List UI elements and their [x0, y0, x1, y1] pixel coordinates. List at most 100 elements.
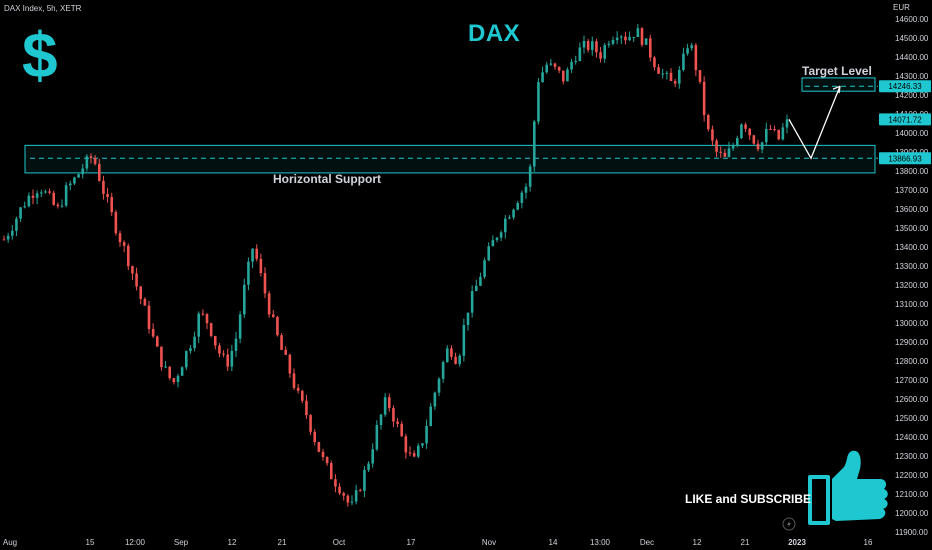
y-tick-label: 14500.00 [895, 34, 929, 43]
candle-body [570, 61, 573, 70]
projection-path [788, 85, 841, 160]
candle-body [553, 63, 557, 67]
candle-body [89, 156, 93, 158]
candle-body [342, 493, 346, 496]
lightning-icon[interactable] [782, 517, 796, 531]
candle-body [48, 191, 51, 193]
candle-body [255, 248, 259, 259]
candle-body [363, 469, 366, 491]
y-tick-label: 12900.00 [895, 338, 929, 347]
candle-body [209, 323, 213, 337]
candle-body [131, 266, 134, 274]
y-tick-label: 12200.00 [895, 471, 929, 480]
candle-body [512, 209, 515, 218]
candle-body [769, 129, 772, 131]
candle-body [520, 192, 524, 203]
candle-body [164, 366, 167, 368]
candle-body [379, 414, 383, 425]
projection [788, 85, 841, 160]
candle-body [615, 37, 619, 41]
candle-body [280, 335, 283, 350]
candle-body [176, 375, 180, 383]
x-tick-label: Aug [3, 538, 17, 547]
candle-body [284, 349, 288, 355]
candle-body [296, 387, 300, 391]
candle-body [665, 72, 669, 74]
candle-body [350, 501, 354, 503]
candle-body [479, 276, 482, 286]
candle-body [727, 148, 731, 157]
candle-body [466, 312, 470, 326]
candle-body [682, 53, 685, 70]
candle-body [491, 240, 495, 247]
candle-body [338, 486, 341, 494]
candle-body [487, 246, 491, 261]
candle-body [441, 362, 445, 379]
candle-body [698, 70, 702, 82]
candle-body [454, 356, 457, 364]
candle-body [52, 192, 56, 205]
candle-body [313, 431, 317, 443]
candle-body [305, 400, 308, 416]
candle-body [574, 61, 578, 63]
candle-body [483, 260, 486, 277]
target-label: Target Level [802, 64, 872, 78]
x-tick-label: 21 [741, 538, 750, 547]
candle-body [6, 235, 10, 240]
candle-body [599, 52, 602, 59]
candle-body [499, 232, 503, 238]
candle-body [263, 273, 267, 294]
candle-body [557, 66, 561, 71]
candle-body [184, 351, 188, 368]
candle-body [421, 443, 424, 446]
candle-body [77, 174, 80, 178]
candle-body [334, 479, 337, 487]
candle-body [367, 463, 370, 470]
candle-body [735, 138, 739, 146]
candle-body [147, 305, 151, 330]
candle-body [251, 248, 254, 262]
candle-body [292, 373, 296, 388]
candle-body [135, 273, 138, 287]
candle-body [595, 41, 598, 53]
candle-body [669, 72, 673, 82]
candle-body [408, 452, 412, 454]
candle-body [168, 366, 172, 379]
candle-body [686, 48, 689, 54]
candle-body [23, 206, 27, 208]
candle-body [392, 408, 395, 422]
candle-body [143, 298, 147, 306]
candle-body [271, 314, 275, 317]
candle-body [425, 426, 428, 444]
candle-body [213, 336, 217, 346]
y-tick-label: 12500.00 [895, 414, 929, 423]
candle-body [64, 185, 68, 206]
x-tick-label: 16 [864, 538, 873, 547]
candle-body [706, 115, 710, 130]
candle-body [541, 72, 544, 83]
candle-body [694, 45, 698, 71]
candle-body [566, 69, 569, 82]
y-tick-label: 13400.00 [895, 243, 929, 252]
candle-body [777, 129, 781, 140]
candle-body [325, 457, 329, 464]
thumbs-up-icon[interactable] [808, 450, 888, 525]
candle-body [640, 28, 644, 45]
candle-body [711, 129, 714, 141]
price-label-bg [879, 113, 931, 126]
x-tick-label: 2023 [788, 538, 806, 547]
candle-body [56, 204, 60, 207]
y-tick-label: 12100.00 [895, 490, 929, 499]
candle-body [628, 37, 631, 41]
candles [2, 23, 789, 507]
candle-body [118, 233, 122, 243]
candle-body [412, 453, 416, 457]
candle-body [748, 128, 752, 136]
candle-body [309, 415, 312, 432]
support-zone [24, 144, 876, 174]
price-label: 13866.93 [879, 152, 931, 165]
candle-body [317, 442, 321, 452]
candle-body [416, 445, 420, 457]
candle-body [503, 218, 507, 233]
